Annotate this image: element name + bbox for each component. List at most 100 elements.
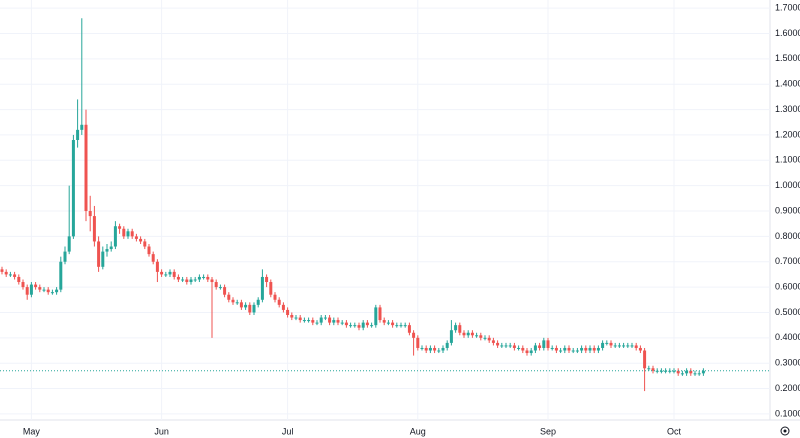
candle-body — [382, 320, 386, 323]
candle-body — [256, 299, 260, 305]
settings-icon[interactable] — [780, 426, 790, 436]
candle-body — [365, 322, 369, 326]
candle-body — [332, 320, 336, 323]
candle-body — [80, 124, 84, 130]
candle-body — [252, 304, 256, 313]
candle-body — [680, 373, 684, 375]
candle-body — [227, 294, 231, 300]
y-tick-label: 0.3000 — [775, 358, 800, 368]
x-tick-label: Oct — [667, 426, 682, 436]
candle-body — [239, 302, 243, 308]
candle-body — [269, 282, 273, 295]
candle-body — [433, 347, 437, 351]
candle-body — [454, 325, 458, 331]
x-tick-label: May — [23, 426, 41, 436]
candle-body — [260, 276, 264, 300]
candle-body — [223, 287, 227, 295]
candle-body — [134, 236, 138, 239]
candle-body — [92, 216, 96, 242]
candle-body — [466, 332, 470, 336]
candle-body — [118, 226, 122, 229]
candle-body — [521, 347, 525, 351]
candle-body — [479, 335, 483, 338]
x-tick-label: Aug — [410, 426, 426, 436]
candle-body — [63, 251, 67, 262]
y-tick-label: 0.4000 — [775, 332, 800, 342]
y-tick-label: 0.6000 — [775, 281, 800, 291]
candle-body — [554, 347, 558, 351]
candle-body — [508, 345, 512, 347]
candle-body — [395, 325, 399, 327]
candle-body — [34, 284, 38, 288]
candle-body — [88, 211, 92, 217]
candle-body — [399, 325, 403, 327]
candle-body — [609, 342, 613, 346]
candle-body — [580, 347, 584, 351]
candle-body — [542, 340, 546, 348]
candle-body — [265, 276, 269, 283]
candle-body — [143, 241, 147, 247]
candle-body — [643, 350, 647, 369]
candle-body — [349, 325, 353, 327]
candle-body — [512, 345, 516, 348]
candle-body — [4, 271, 8, 275]
y-tick-label: 0.7000 — [775, 256, 800, 266]
candle-body — [538, 345, 542, 348]
y-tick-label: 1.3000 — [775, 104, 800, 114]
candle-body — [634, 345, 638, 348]
candle-body — [605, 342, 609, 344]
candle-body — [617, 345, 621, 347]
y-tick-label: 1.0000 — [775, 180, 800, 190]
candle-body — [302, 320, 306, 322]
candle-body — [139, 238, 143, 242]
candle-body — [403, 325, 407, 327]
candle-body — [151, 254, 155, 262]
candle-body — [445, 342, 449, 348]
candle-body — [664, 370, 668, 372]
candle-body — [613, 345, 617, 347]
candle-body — [659, 370, 663, 372]
candle-body — [672, 370, 676, 372]
candle-body — [273, 294, 277, 300]
candle-body — [546, 340, 550, 348]
candle-body — [298, 317, 302, 321]
candle-body — [130, 231, 134, 237]
candle-body — [344, 322, 348, 326]
candle-body — [281, 304, 285, 310]
candle-body — [181, 279, 185, 281]
candle-body — [391, 322, 395, 326]
candle-body — [412, 332, 416, 338]
candle-body — [449, 330, 453, 343]
candle-body — [559, 350, 563, 352]
candle-body — [13, 274, 17, 277]
candle-body — [685, 370, 689, 374]
candle-body — [38, 287, 42, 290]
candle-body — [651, 368, 655, 371]
candle-body — [500, 345, 504, 347]
candle-body — [160, 271, 164, 275]
candle-body — [596, 347, 600, 351]
candle-body — [491, 340, 495, 343]
candle-body — [622, 345, 626, 347]
candle-body — [487, 337, 491, 341]
candle-body — [638, 347, 642, 351]
candle-body — [294, 317, 298, 319]
x-tick-label: Jun — [154, 426, 169, 436]
candle-body — [575, 350, 579, 352]
candle-body — [416, 337, 420, 348]
candle-body — [697, 373, 701, 375]
candle-body — [122, 228, 126, 237]
candle-body — [29, 284, 33, 295]
candle-body — [46, 289, 50, 293]
candle-body — [59, 261, 63, 290]
candle-body — [626, 345, 630, 347]
candle-body — [176, 276, 180, 280]
candle-body — [168, 271, 172, 275]
candle-body — [529, 350, 533, 354]
y-tick-label: 1.7000 — [775, 2, 800, 12]
candle-body — [8, 274, 12, 276]
candle-body — [357, 325, 361, 328]
candle-body — [214, 282, 218, 288]
candle-body — [353, 325, 357, 327]
candle-body — [336, 320, 340, 323]
